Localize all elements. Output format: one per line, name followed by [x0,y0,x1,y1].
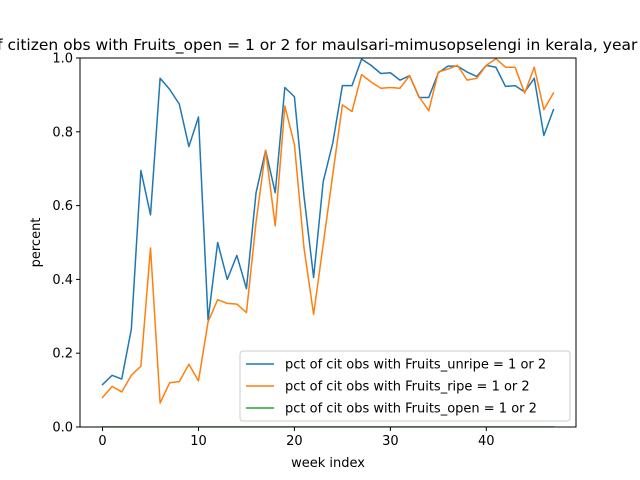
series-layer [101,58,555,427]
legend-label-2: pct of cit obs with Fruits_ripe = 1 or 2 [285,380,530,395]
x-tick-label: 40 [478,434,495,449]
legend-label-1: pct of cit obs with Fruits_unripe = 1 or… [285,358,546,373]
chart-title: pct of citizen obs with Fruits_open = 1 … [0,36,640,55]
legend: pct of cit obs with Fruits_unripe = 1 or… [239,350,571,422]
legend-label-3: pct of cit obs with Fruits_open = 1 or 2 [285,402,537,417]
y-tick-label: 0.0 [52,421,73,436]
series-line-2 [101,58,555,404]
y-axis-label: percent [29,218,44,268]
x-tick-label: 30 [382,434,399,449]
series-line-1 [101,58,555,386]
y-tick-label: 0.4 [52,273,73,288]
y-tick-label: 0.8 [52,125,73,140]
y-tick-label: 0.6 [52,199,73,214]
x-tick-label: 0 [98,434,106,449]
x-axis-ticks: 0 10 20 30 40 [98,427,495,449]
legend-box [239,350,571,422]
y-tick-label: 1.0 [52,52,73,67]
y-tick-label: 0.2 [52,347,73,362]
axes-frame [79,57,577,428]
x-axis-label: week index [291,456,365,471]
x-tick-label: 20 [286,434,303,449]
y-axis-ticks: 0.0 0.2 0.4 0.6 0.8 1.0 [52,52,80,436]
x-tick-label: 10 [190,434,207,449]
